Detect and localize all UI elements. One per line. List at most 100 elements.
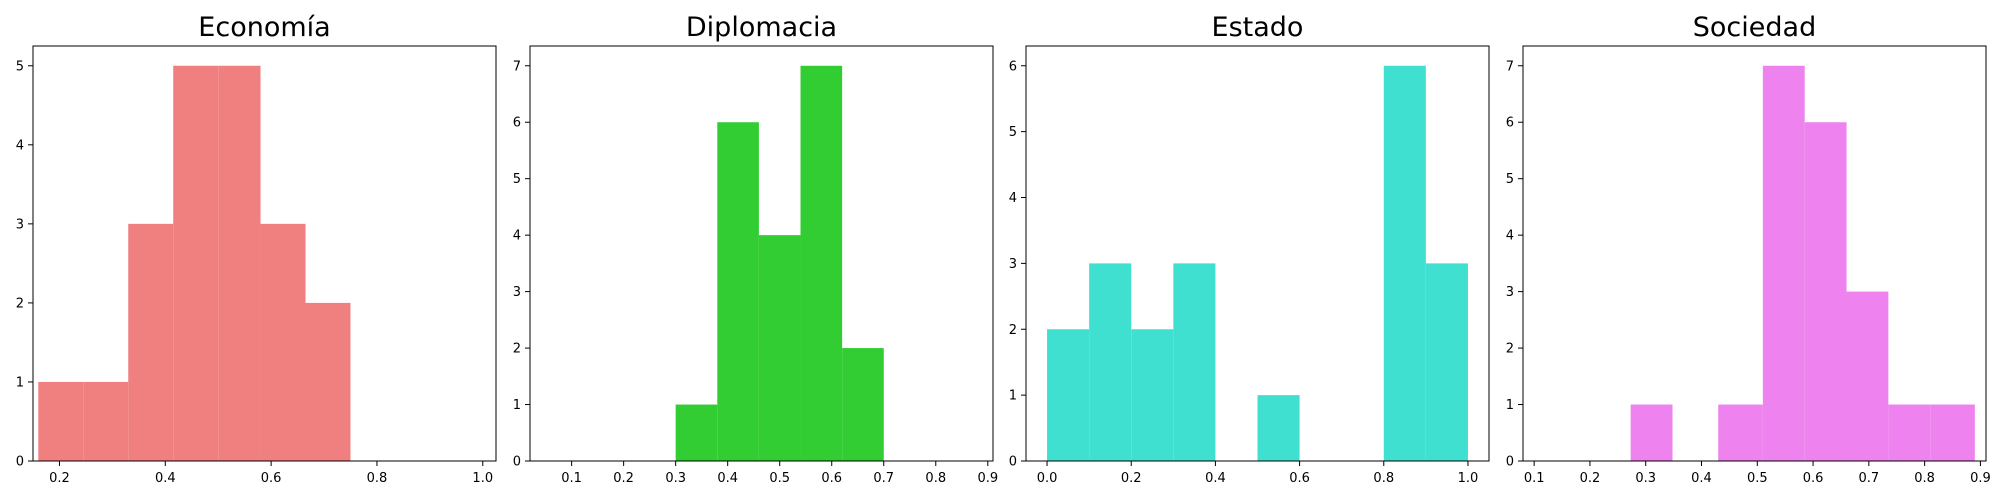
y-tick-label: 7 [1506,59,1514,74]
histogram-bar [1930,404,1975,461]
x-tick-label: 0.6 [1289,471,1310,486]
histogram-bar [1173,263,1216,461]
axes-frame [32,45,497,462]
chart-panel-2: Diplomacia 0.1 0.2 0.3 0.4 0.5 0.6 0.7 0.8 0.9 0 1 2… [497,0,998,500]
histogram-bar [842,348,884,461]
x-tick-label: 0.4 [1691,471,1712,486]
y-tick-label: 0 [513,455,521,470]
histogram-chart: Diplomacia 0.1 0.2 0.3 0.4 0.5 0.6 0.7 0.8 0.9 0 1 2… [513,12,998,486]
y-tick-label: 2 [1009,323,1017,338]
y-tick-label: 6 [1506,116,1514,131]
x-tick-label: 0.1 [1524,471,1545,486]
x-tick-label: 0.5 [1747,471,1768,486]
histogram-bar [1804,122,1847,461]
y-tick-label: 7 [513,59,521,74]
y-tick-label: 4 [1506,229,1514,244]
chart-title: Estado [1212,12,1304,43]
x-tick-label: 0.6 [1803,471,1824,486]
histogram-bar [800,65,843,461]
x-tick-label: 1.0 [472,471,493,486]
histogram-chart: Economía 0.2 0.4 0.6 0.8 1.0 0 1 2 3 4 5 [16,12,497,486]
x-tick-label: 0.8 [1373,471,1394,486]
y-tick-label: 6 [513,116,521,131]
histogram-bar [1383,65,1426,461]
y-tick-label: 5 [16,59,24,74]
y-tick-label: 5 [513,172,521,187]
y-tick-label: 0 [1506,455,1514,470]
y-tick-label: 5 [1506,172,1514,187]
x-tick-label: 0.4 [717,471,738,486]
x-tick-label: 0.4 [1205,471,1226,486]
y-tick-label: 3 [1506,285,1514,300]
histogram-bar [1089,263,1132,461]
y-tick-label: 1 [1009,389,1017,404]
x-tick-label: 0.6 [821,471,842,486]
histogram-bar [128,223,174,461]
x-tick-label: 0.2 [49,471,70,486]
x-tick-label: 1.0 [1458,471,1479,486]
histogram-bar [1888,404,1931,461]
chart-panel-1: Economía 0.2 0.4 0.6 0.8 1.0 0 1 2 3 4 5 [0,0,497,500]
x-tick-label: 0.5 [769,471,790,486]
histogram-bar [758,235,801,461]
histogram-bar [260,223,306,461]
y-tick-label: 4 [16,138,24,153]
x-tick-label: 0.3 [1635,471,1656,486]
x-tick-label: 0.7 [873,471,894,486]
x-tick-label: 0.6 [261,471,282,486]
chart-title: Economía [198,12,330,43]
y-tick-label: 0 [16,455,24,470]
chart-title: Diplomacia [686,12,837,43]
histogram-bar [675,404,718,461]
y-tick-label: 5 [1009,125,1017,140]
histogram-bar [1846,291,1889,461]
x-tick-label: 0.2 [1121,471,1142,486]
y-tick-label: 1 [513,398,521,413]
x-tick-label: 0.9 [977,471,998,486]
x-tick-label: 0.7 [1859,471,1880,486]
histogram-bar [83,381,129,461]
x-tick-label: 0.3 [665,471,686,486]
chart-panel-3: Estado 0.0 0.2 0.4 0.6 0.8 1.0 0 1 2 3 4 5 6 [993,0,1490,500]
y-tick-label: 4 [513,229,521,244]
x-tick-label: 0.1 [561,471,582,486]
y-tick-label: 2 [513,342,521,357]
y-tick-label: 3 [513,285,521,300]
y-tick-label: 1 [1506,398,1514,413]
y-tick-label: 3 [16,217,24,232]
y-tick-label: 1 [16,375,24,390]
chart-panel-4: Sociedad 0.1 0.2 0.3 0.4 0.5 0.6 0.7 0.8 0.9 0 1 2 3 4… [1490,0,1991,500]
x-tick-label: 0.8 [1914,471,1935,486]
x-tick-label: 0.4 [155,471,176,486]
histogram-bar [1762,65,1805,461]
x-tick-label: 0.9 [1970,471,1991,486]
y-tick-label: 3 [1009,257,1017,272]
y-tick-label: 0 [1009,455,1017,470]
x-tick-label: 0.8 [367,471,388,486]
histogram-bar [717,122,759,461]
y-tick-label: 6 [1009,59,1017,74]
histogram-bar [218,65,261,461]
y-tick-label: 2 [16,296,24,311]
histogram-bar [1257,395,1300,461]
x-tick-label: 0.0 [1037,471,1058,486]
histogram-bar [305,302,351,461]
histogram-bar [1425,263,1468,461]
axes-frame [1025,45,1490,462]
histogram-bar [173,65,219,461]
histogram-bar [1047,329,1090,461]
x-tick-label: 0.8 [925,471,946,486]
histogram-bar [1630,404,1673,461]
chart-title: Sociedad [1693,12,1816,43]
histogram-chart: Estado 0.0 0.2 0.4 0.6 0.8 1.0 0 1 2 3 4 5 6 [1009,12,1490,486]
histogram-bar [38,381,84,461]
x-tick-label: 0.2 [1580,471,1601,486]
histogram-bar [1131,329,1174,461]
x-tick-label: 0.2 [613,471,634,486]
axes-frame [529,45,994,462]
y-tick-label: 2 [1506,342,1514,357]
histogram-chart: Sociedad 0.1 0.2 0.3 0.4 0.5 0.6 0.7 0.8 0.9 0 1 2 3 4… [1506,12,1991,486]
histogram-bar [1718,404,1763,461]
axes-frame [1522,45,1987,462]
y-tick-label: 4 [1009,191,1017,206]
